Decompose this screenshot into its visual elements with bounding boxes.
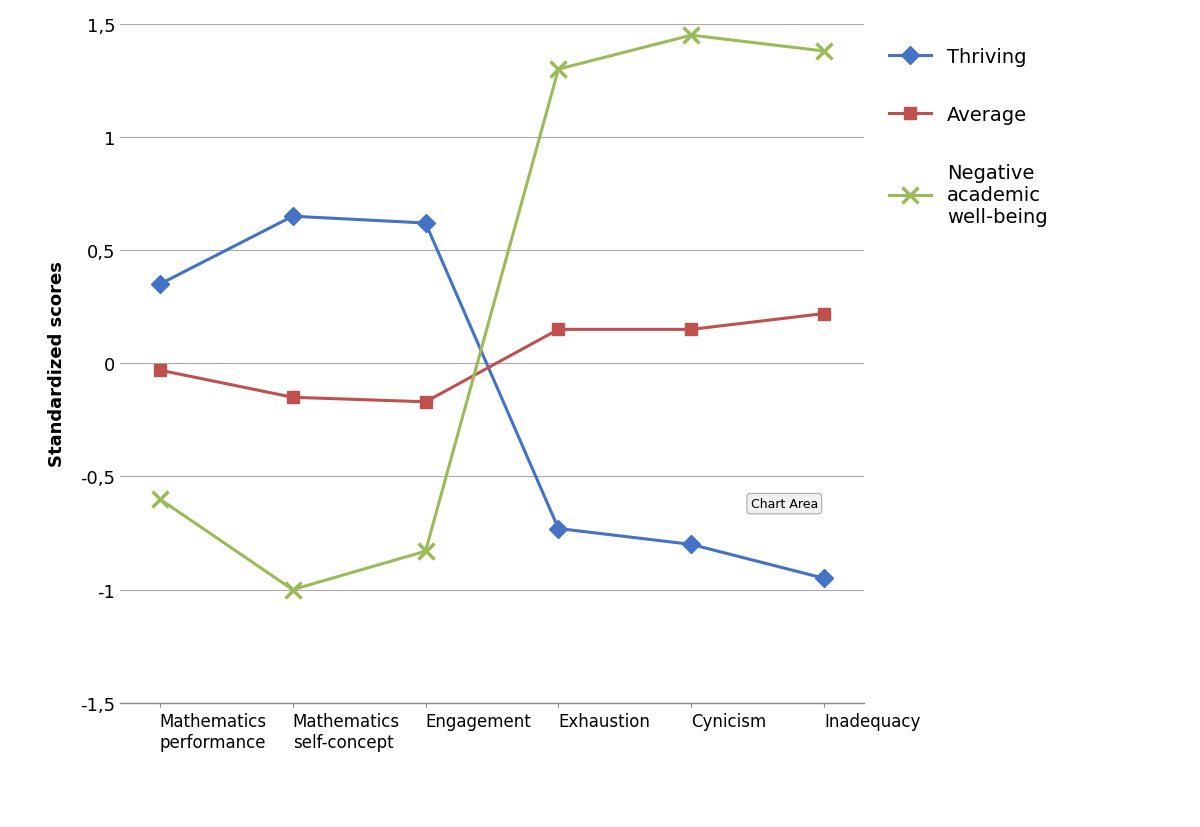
Legend: Thriving, Average, Negative
academic
well-being: Thriving, Average, Negative academic wel…	[889, 48, 1048, 227]
Y-axis label: Standardized scores: Standardized scores	[48, 261, 66, 466]
Text: Chart Area: Chart Area	[751, 498, 818, 510]
